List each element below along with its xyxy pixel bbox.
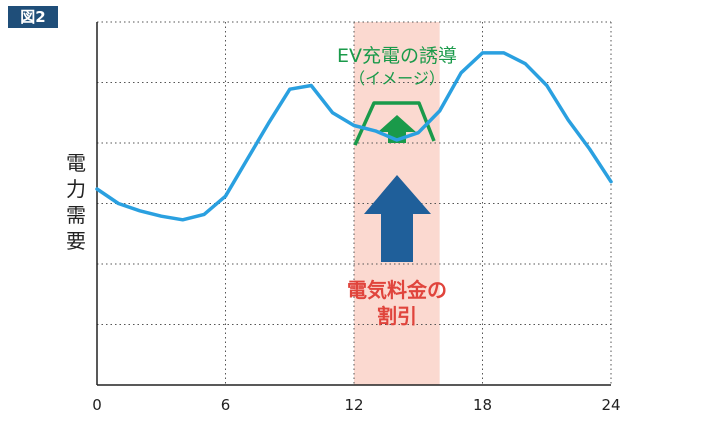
price-discount-label-line2: 割引 — [377, 304, 417, 328]
y-axis-label: 電力需要 — [64, 150, 88, 254]
x-tick-label: 6 — [220, 396, 231, 414]
discount-arrow-icon — [364, 175, 431, 262]
x-tick-label: 0 — [92, 396, 102, 414]
x-tick-label: 12 — [344, 396, 364, 414]
y-axis-label-char: 力 — [66, 177, 86, 201]
price-discount-label-line1: 電気料金の — [347, 278, 447, 302]
ev-charging-subtitle: （イメージ） — [349, 69, 445, 88]
big-up-arrow-shape — [364, 175, 431, 262]
y-axis-label-char: 電 — [66, 151, 86, 175]
demand-series-points — [96, 52, 612, 220]
figure-label: 図2 — [8, 6, 58, 28]
x-tick-label: 24 — [601, 396, 621, 414]
y-axis-label-char: 需 — [66, 203, 86, 227]
y-axis-label-char: 要 — [66, 229, 86, 253]
x-tick-label: 18 — [472, 396, 493, 414]
ev-charging-title: EV充電の誘導 — [336, 45, 458, 67]
ev-up-arrow-icon — [378, 115, 416, 143]
